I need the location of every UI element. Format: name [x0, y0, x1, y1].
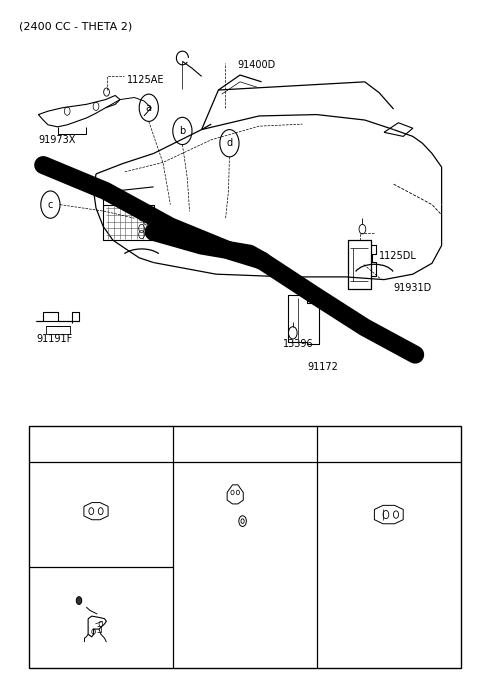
Text: 1125AE: 1125AE [127, 76, 165, 85]
Text: 91191F: 91191F [36, 334, 72, 344]
Text: (2400 CC - THETA 2): (2400 CC - THETA 2) [19, 22, 132, 32]
Text: a: a [146, 103, 152, 113]
Circle shape [76, 597, 82, 604]
Text: 1141AC: 1141AC [52, 575, 90, 584]
Text: 91931: 91931 [53, 439, 86, 449]
Text: 13396: 13396 [283, 339, 314, 349]
Bar [29, 426, 461, 668]
Text: 91931D: 91931D [394, 283, 432, 293]
Text: d: d [36, 575, 42, 584]
Text: b: b [179, 126, 186, 136]
Text: d: d [227, 138, 232, 148]
Text: 91931E: 91931E [341, 439, 381, 449]
Text: 91973X: 91973X [38, 135, 76, 145]
Text: 91172: 91172 [307, 362, 338, 372]
Text: 1125DL: 1125DL [379, 251, 417, 261]
Text: 91400D: 91400D [238, 60, 276, 70]
Text: 1141AC: 1141AC [233, 546, 271, 555]
Text: b: b [180, 439, 186, 449]
Text: c: c [325, 439, 330, 449]
Text: a: a [36, 439, 42, 449]
Text: c: c [48, 200, 53, 209]
